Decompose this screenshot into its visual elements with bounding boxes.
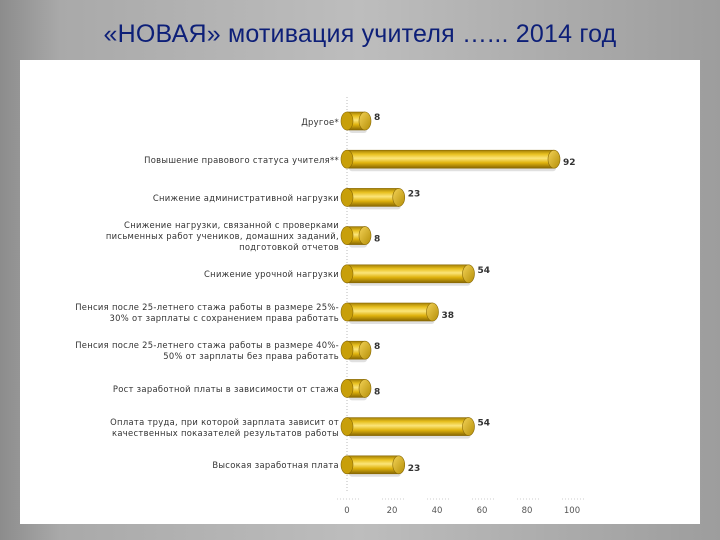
bar (340, 149, 561, 172)
category-label: Рост заработной платы в зависимости от с… (112, 383, 339, 394)
data-label: 38 (442, 311, 455, 321)
x-tick-label: 20 (387, 506, 398, 516)
bar-chart: 8 92 23 8 54 38 8 8 54 23 0 20 40 60 80 100 (337, 97, 584, 516)
bar (340, 111, 372, 133)
data-label: 54 (478, 419, 491, 429)
category-label: Пенсия после 25-летнего стажа работы в р… (75, 302, 339, 323)
bar (340, 226, 372, 248)
data-label: 54 (478, 266, 491, 276)
data-label: 8 (374, 235, 380, 245)
category-label: Снижение административной нагрузки (152, 192, 339, 203)
category-label: Высокая заработная плата (212, 460, 339, 471)
bar (340, 340, 372, 363)
data-label: 8 (374, 342, 380, 352)
x-tick-label: 40 (432, 506, 443, 516)
category-label: Пенсия после 25-летнего стажа работы в р… (75, 340, 339, 362)
bar (340, 264, 475, 286)
category-label: Повышение правового статуса учителя** (144, 154, 339, 165)
x-tick-label: 60 (477, 506, 488, 516)
x-tick-label: 80 (522, 506, 533, 516)
category-label: Снижение урочной нагрузки (204, 269, 339, 280)
slide-title: «НОВАЯ» мотивация учителя …... 2014 год (103, 20, 617, 48)
category-label: Другое* (301, 116, 339, 127)
bar (340, 302, 439, 324)
x-tick-label: 0 (344, 506, 349, 516)
bar (340, 188, 406, 210)
data-label: 8 (374, 113, 380, 123)
x-tick-label: 100 (564, 506, 580, 516)
data-label: 23 (408, 464, 421, 474)
category-label: Оплата труда, при которой зарплата завис… (110, 416, 339, 438)
bar (340, 379, 372, 401)
data-label: 8 (374, 387, 380, 397)
category-label: Снижение нагрузки, связанной с проверкам… (105, 220, 339, 253)
chart-panel: 8 92 23 8 54 38 8 8 54 23 0 20 40 60 80 100 Другое* Пов… (20, 60, 700, 524)
data-label: 23 (408, 189, 421, 199)
bar (340, 417, 475, 439)
bar (340, 455, 406, 477)
data-label: 92 (563, 158, 576, 168)
